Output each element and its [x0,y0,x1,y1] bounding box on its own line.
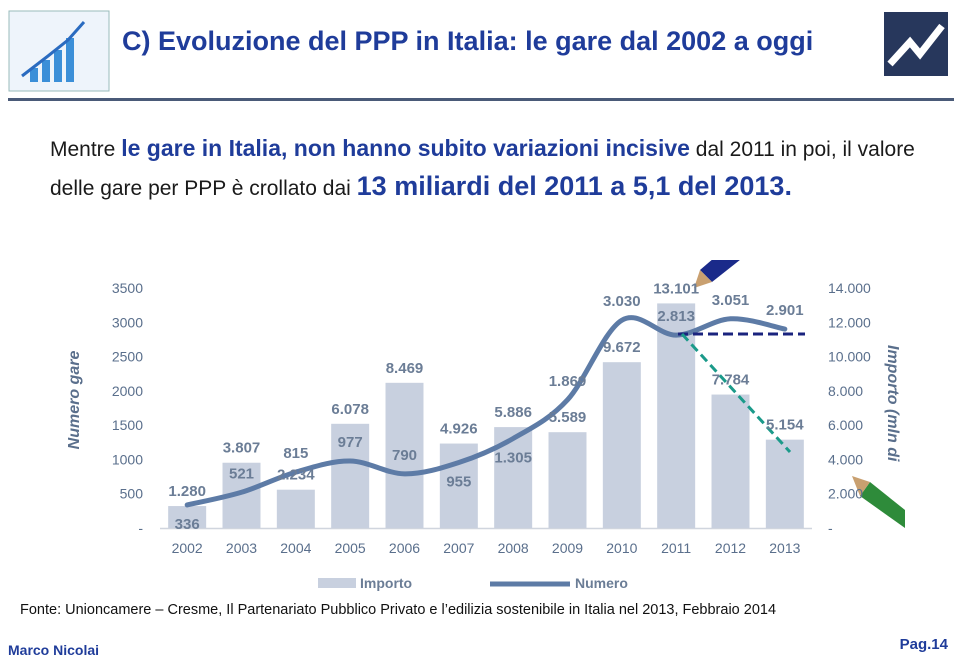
bar [657,303,696,528]
x-tick-label: 2011 [661,540,691,556]
bar-value-label: 13.101 [653,280,699,297]
y-axis-title: Numero gare [66,351,83,450]
line-value-label: 955 [446,474,471,491]
x-tick-label: 2004 [280,540,311,556]
line-value-label: 1.305 [494,450,532,467]
pencil [852,476,905,528]
bar [711,394,750,528]
intro-part: dal 2011 in poi, il valore delle gare pe… [50,138,915,200]
bar [276,489,315,528]
y2-axis-title: Importo (mln di [884,345,901,462]
intro-highlight: 13 miliardi del 2011 a 5,1 del 2013. [356,171,792,201]
bar-value-label: 6.078 [331,401,369,418]
y-tick-label: 3500 [112,280,143,296]
y2-tick-label: 2.000 [828,486,863,502]
y2-tick-label: - [828,520,833,536]
intro-highlight: le gare in Italia, non hanno subito vari… [121,135,690,161]
line-value-label: 815 [283,445,308,462]
header-rule [8,98,954,101]
y-tick-label: - [138,520,143,536]
line-value-label: 2.813 [657,308,695,325]
source-note: Fonte: Unioncamere – Cresme, Il Partenar… [20,602,777,618]
y2-tick-label: 14.000 [828,280,871,296]
y2-tick-label: 8.000 [828,383,863,399]
bar-value-label: 2.234 [277,467,315,484]
line [184,315,788,508]
x-tick-label: 2013 [769,540,800,556]
bar [385,382,424,528]
slide-title: C) Evoluzione del PPP in Italia: le gare… [122,26,814,56]
bar-value-label: 5.154 [766,417,804,434]
line-value-label: 1.869 [549,373,587,390]
legend-swatch [318,578,356,588]
y-tick-label: 1500 [112,417,143,433]
intro-part: Mentre [50,138,116,161]
bar-value-label: 4.926 [440,421,478,438]
bar-value-label: 1.280 [168,483,206,500]
logo-left [8,10,110,92]
x-tick-label: 2010 [606,540,637,556]
bar [548,432,587,528]
bar [331,423,370,528]
y-tick-label: 500 [120,486,144,502]
author: Marco Nicolai [8,642,100,658]
bar-value-label: 5.589 [549,409,587,426]
line-value-label: 790 [392,447,417,464]
page-number: Pag.14 [899,636,948,653]
line-value-label: 336 [175,516,200,533]
x-tick-label: 2007 [443,540,474,556]
y2-tick-label: 12.000 [828,314,871,330]
chart: - 500 1000 1500 2000 2500 3000 3500 - 2.000 4.000 6… [66,260,905,591]
bar-value-label: 3.807 [223,440,261,457]
x-tick-label: 2006 [389,540,420,556]
logo-right [884,12,948,76]
line-value-label: 3.051 [712,292,750,309]
bar [494,427,533,528]
x-tick-label: 2005 [335,540,366,556]
x-tick-label: 2009 [552,540,583,556]
pencil [694,260,740,288]
bar-value-label: 5.886 [494,404,532,421]
y-tick-label: 3000 [112,314,143,330]
y2-tick-label: 4.000 [828,451,863,467]
line-value-label: 2.901 [766,302,804,319]
x-tick-label: 2002 [172,540,203,556]
y2-tick-label: 10.000 [828,349,871,365]
line-value-label: 977 [338,434,363,451]
bar-value-label: 7.784 [712,372,750,389]
annotation-arrow [680,332,792,454]
bar [168,506,207,528]
intro-text: Mentre le gare in Italia, non hanno subi… [50,130,930,207]
bar-value-label: 9.672 [603,339,641,356]
bar [765,439,804,528]
y-tick-label: 2000 [112,383,143,399]
legend-label: Importo [360,575,412,591]
legend-label: Numero [575,575,628,591]
line-value-label: 521 [229,465,254,482]
x-tick-label: 2012 [715,540,746,556]
y-tick-label: 2500 [112,349,143,365]
bar-value-label: 8.469 [386,360,424,377]
y-tick-label: 1000 [112,451,143,467]
line-value-label: 3.030 [603,293,641,310]
y2-tick-label: 6.000 [828,417,863,433]
bar [602,362,641,528]
x-tick-label: 2008 [498,540,529,556]
x-tick-label: 2003 [226,540,257,556]
